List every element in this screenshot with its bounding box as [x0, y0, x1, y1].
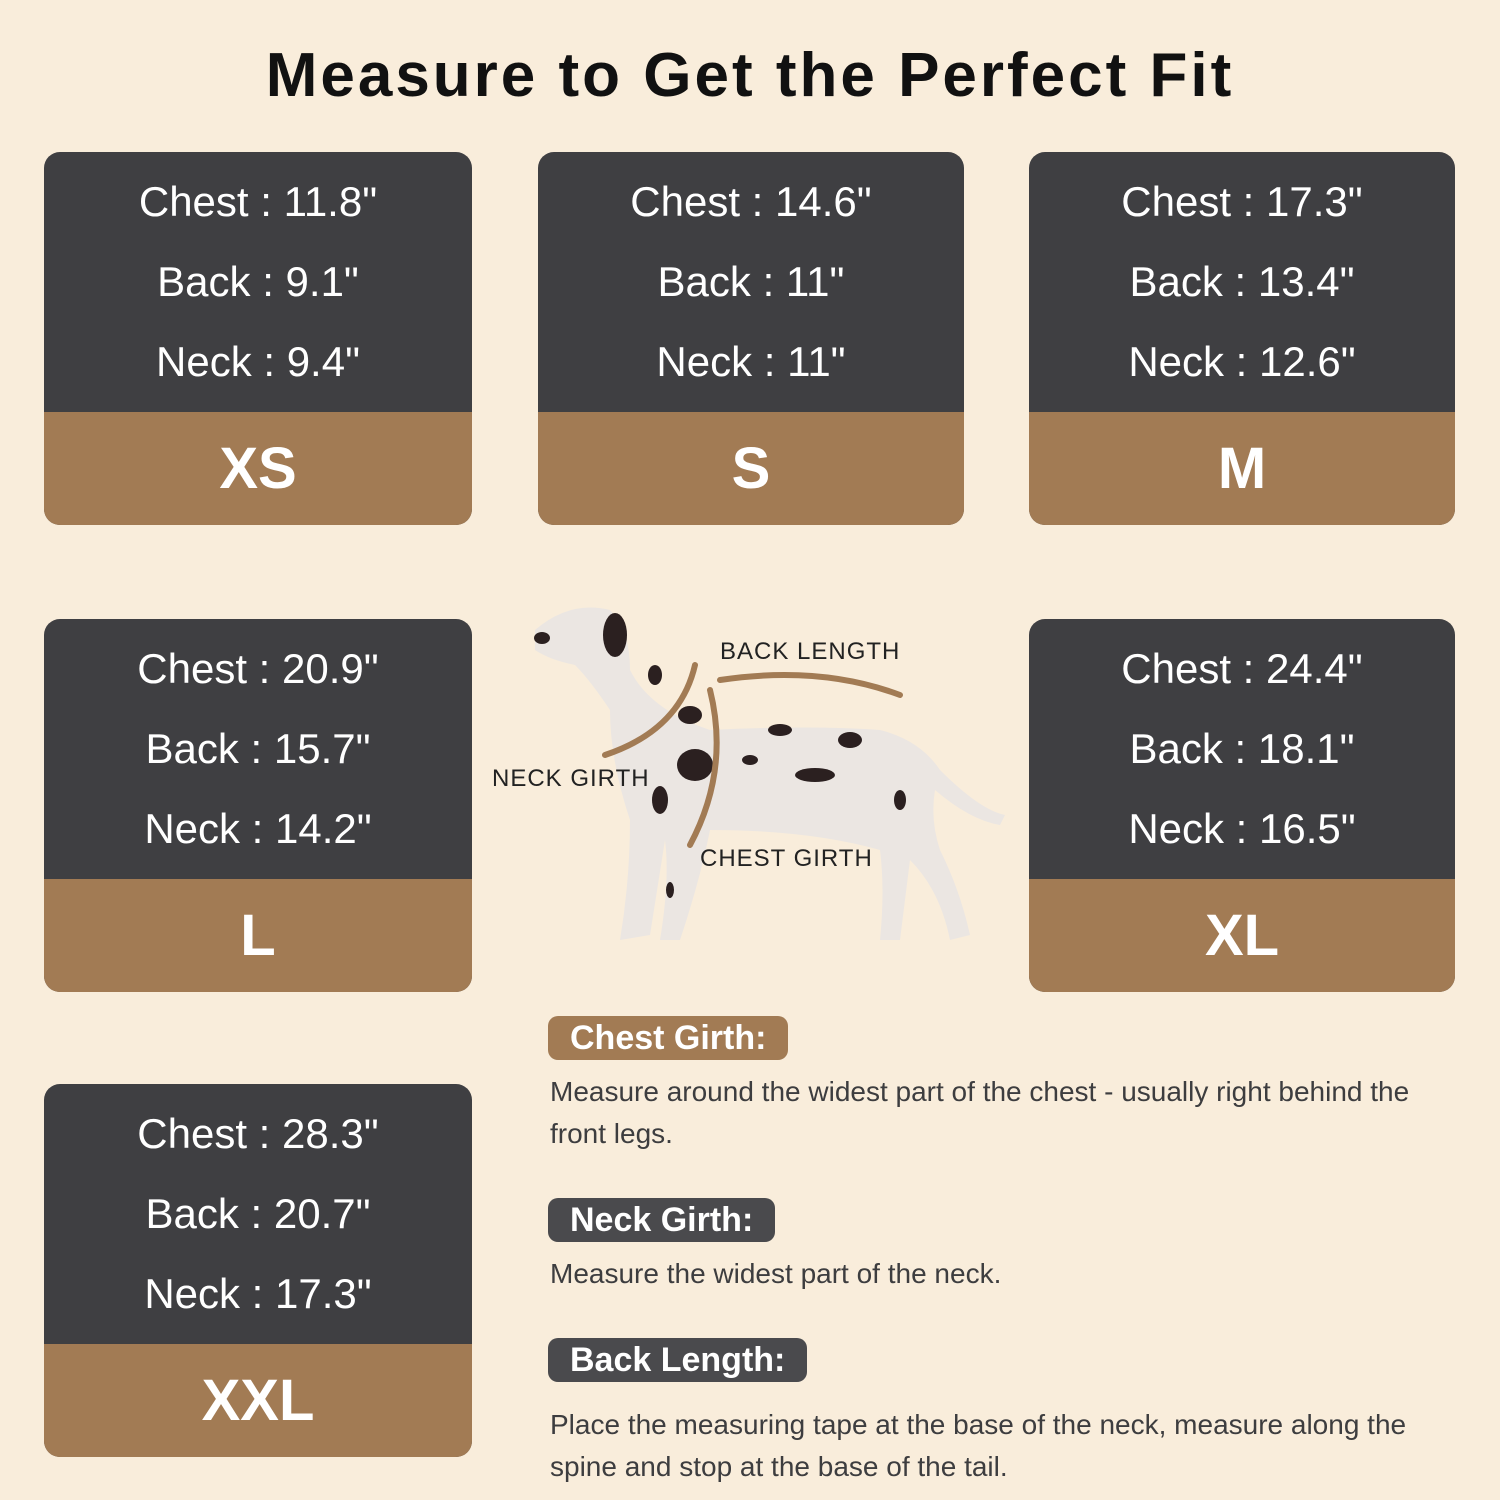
chest-value: Chest : 28.3": [137, 1110, 379, 1157]
neck-value: Neck : 12.6": [1128, 338, 1356, 385]
size-label: XS: [44, 412, 472, 525]
size-label: XL: [1029, 879, 1455, 992]
size-card-xxl: Chest : 28.3" Back : 20.7" Neck : 17.3" XX…: [44, 1084, 472, 1457]
neck-girth-label: NECK GIRTH: [492, 765, 650, 792]
chest-value: Chest : 11.8": [138, 178, 378, 225]
dalmatian-dog-illustration: [534, 607, 1005, 940]
neck-value: Neck : 16.5": [1128, 805, 1356, 852]
back-value: Back : 13.4": [1129, 258, 1355, 305]
back-value: Back : 9.1": [157, 258, 359, 305]
neck-girth-description: Measure the widest part of the neck.: [550, 1258, 1002, 1289]
size-card-m: Chest : 17.3" Back : 13.4" Neck : 12.6" M: [1029, 152, 1455, 525]
chest-girth-description: Measure around the widest part of the ch…: [550, 1076, 1410, 1149]
back-value: Back : 20.7": [145, 1190, 371, 1237]
chest-girth-label: CHEST GIRTH: [700, 845, 873, 872]
page-title: Measure to Get the Perfect Fit: [265, 41, 1235, 110]
size-card-l: Chest : 20.9" Back : 15.7" Neck : 14.2" L: [44, 619, 472, 992]
neck-value: Neck : 14.2": [144, 805, 372, 852]
size-card-s: Chest : 14.6" Back : 11" Neck : 11" S: [538, 152, 964, 525]
back-value: Back : 15.7": [145, 725, 371, 772]
back-length-label: BACK LENGTH: [720, 638, 901, 665]
chest-value: Chest : 17.3": [1121, 178, 1363, 225]
back-value: Back : 11": [657, 258, 845, 305]
neck-value: Neck : 9.4": [156, 338, 360, 385]
chest-value: Chest : 24.4": [1121, 645, 1363, 692]
back-length-description: Place the measuring tape at the base of …: [550, 1409, 1407, 1482]
size-label: L: [44, 879, 472, 992]
neck-value: Neck : 17.3": [144, 1270, 372, 1317]
size-label: XXL: [44, 1344, 472, 1457]
size-card-xl: Chest : 24.4" Back : 18.1" Neck : 16.5" XL: [1029, 619, 1455, 992]
neck-girth-badge: Neck Girth:: [548, 1198, 776, 1242]
size-label: M: [1029, 412, 1455, 525]
back-value: Back : 18.1": [1129, 725, 1355, 772]
size-label: S: [538, 412, 964, 525]
neck-value: Neck : 11": [656, 338, 846, 385]
back-length-badge: Back Length:: [548, 1338, 808, 1382]
chest-value: Chest : 20.9": [137, 645, 379, 692]
size-card-xs: Chest : 11.8" Back : 9.1" Neck : 9.4" XS: [44, 152, 472, 525]
chest-girth-badge: Chest Girth:: [548, 1016, 789, 1060]
chest-value: Chest : 14.6": [630, 178, 872, 225]
